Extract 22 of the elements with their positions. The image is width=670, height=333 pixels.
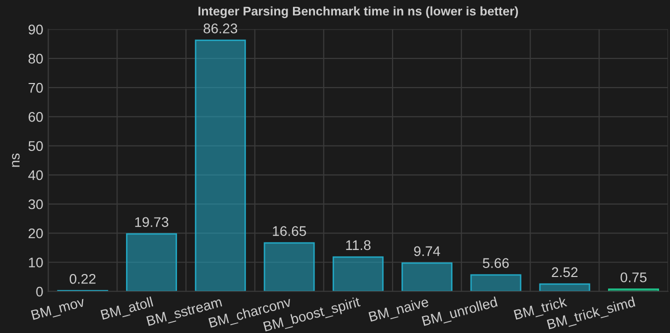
y-tick-label: 0: [36, 286, 43, 297]
data-label: 0.22: [70, 274, 96, 284]
data-label: 86.23: [204, 24, 238, 34]
data-label: 19.73: [135, 217, 168, 228]
data-label: 0.75: [620, 272, 646, 282]
y-tick-label: 40: [28, 170, 43, 180]
y-tick-label: 90: [28, 24, 43, 34]
chart-title: Integer Parsing Benchmark time in ns (lower is better): [198, 6, 518, 18]
x-tick-label: BM_mov: [30, 296, 86, 323]
data-label: 9.74: [414, 246, 440, 256]
y-axis-title: ns: [12, 154, 20, 167]
y-tick-label: 50: [28, 141, 43, 151]
data-label: 16.65: [272, 226, 306, 236]
y-tick-label: 60: [28, 112, 43, 122]
y-tick-label: 30: [28, 199, 43, 210]
y-tick-label: 10: [28, 258, 43, 268]
data-label: 5.66: [482, 258, 509, 268]
data-label: 2.52: [552, 267, 578, 278]
y-tick-label: 20: [28, 228, 43, 238]
y-tick-label: 80: [28, 54, 43, 64]
y-tick-label: 70: [28, 82, 43, 93]
data-label: 11.8: [346, 240, 371, 250]
